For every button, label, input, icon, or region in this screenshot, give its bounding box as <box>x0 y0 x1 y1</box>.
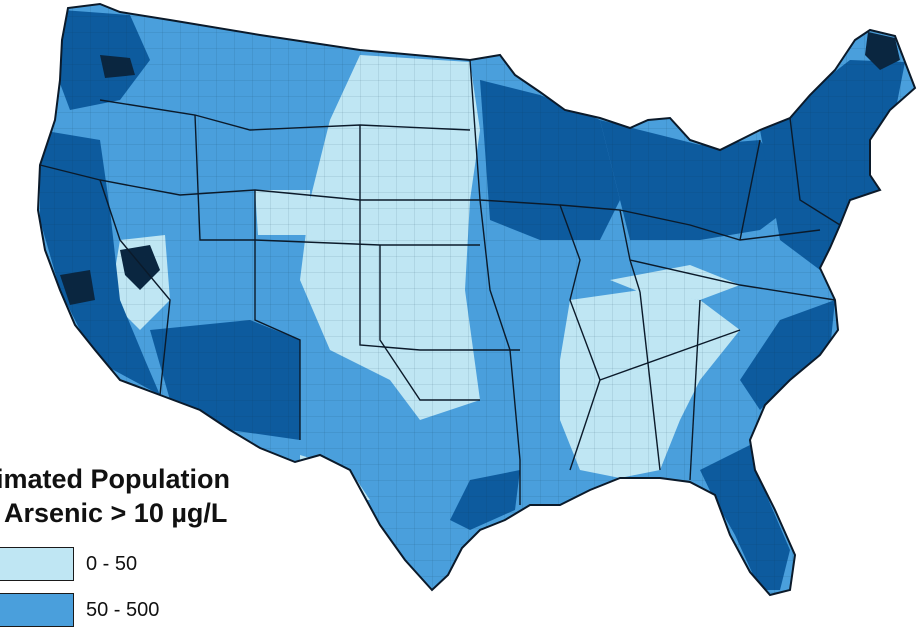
legend-title: stimated Population th Arsenic > 10 µg/L <box>0 464 231 528</box>
legend-item-50-500: 50 - 500 <box>0 592 159 628</box>
state-boundaries <box>36 2 917 597</box>
legend-label-50-500: 50 - 500 <box>86 598 160 621</box>
legend-item-0-50: 0 - 50 <box>0 546 137 582</box>
legend-swatch-0-50 <box>0 547 74 581</box>
legend-label-0-50: 0 - 50 <box>86 552 138 575</box>
legend-swatch-50-500 <box>0 593 74 627</box>
